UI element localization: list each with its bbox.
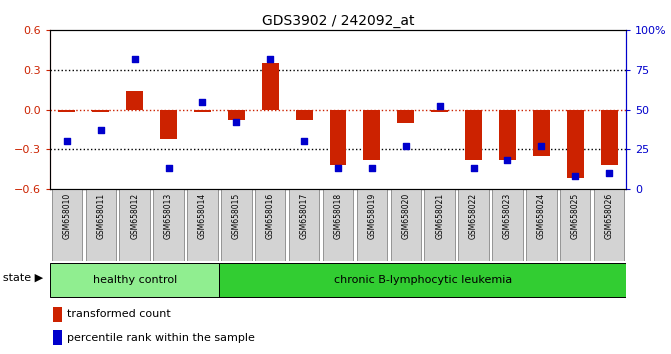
FancyBboxPatch shape [424, 189, 455, 261]
FancyBboxPatch shape [526, 189, 556, 261]
Bar [160, 109, 177, 139]
FancyBboxPatch shape [356, 189, 387, 261]
Text: transformed count: transformed count [67, 309, 171, 319]
Text: GSM658020: GSM658020 [401, 193, 410, 239]
Bar [53, 307, 62, 322]
FancyBboxPatch shape [50, 263, 219, 297]
Title: GDS3902 / 242092_at: GDS3902 / 242092_at [262, 13, 414, 28]
Text: GSM658023: GSM658023 [503, 193, 512, 239]
FancyBboxPatch shape [255, 189, 285, 261]
Bar [126, 91, 143, 109]
Text: GSM658016: GSM658016 [266, 193, 274, 239]
FancyBboxPatch shape [219, 263, 626, 297]
Bar [431, 109, 448, 112]
Bar [499, 109, 516, 160]
Text: GSM658012: GSM658012 [130, 193, 139, 239]
Point [197, 99, 208, 104]
FancyBboxPatch shape [119, 189, 150, 261]
Point [434, 103, 445, 109]
Text: chronic B-lymphocytic leukemia: chronic B-lymphocytic leukemia [333, 275, 512, 285]
Point [265, 56, 276, 62]
Bar [329, 109, 346, 165]
Point [570, 173, 580, 179]
Text: GSM658022: GSM658022 [469, 193, 478, 239]
Bar [465, 109, 482, 160]
FancyBboxPatch shape [391, 189, 421, 261]
Text: GSM658017: GSM658017 [300, 193, 309, 239]
Bar [397, 109, 414, 123]
Bar [262, 63, 278, 109]
Bar [53, 330, 62, 345]
Text: disease state ▶: disease state ▶ [0, 273, 44, 283]
Bar [567, 109, 584, 178]
Bar [533, 109, 550, 156]
Point [333, 166, 344, 171]
Bar [194, 109, 211, 112]
Point [163, 166, 174, 171]
FancyBboxPatch shape [594, 189, 624, 261]
Text: healthy control: healthy control [93, 275, 177, 285]
Bar [228, 109, 245, 120]
Text: GSM658015: GSM658015 [232, 193, 241, 239]
Bar [364, 109, 380, 160]
FancyBboxPatch shape [86, 189, 116, 261]
Text: GSM658026: GSM658026 [605, 193, 613, 239]
Point [62, 138, 72, 144]
Point [95, 127, 106, 133]
Point [401, 143, 411, 149]
Text: GSM658014: GSM658014 [198, 193, 207, 239]
Text: GSM658018: GSM658018 [333, 193, 342, 239]
Text: GSM658011: GSM658011 [97, 193, 105, 239]
FancyBboxPatch shape [52, 189, 82, 261]
FancyBboxPatch shape [154, 189, 184, 261]
Text: GSM658025: GSM658025 [570, 193, 580, 239]
Point [536, 143, 547, 149]
Point [299, 138, 309, 144]
Text: GSM658010: GSM658010 [62, 193, 71, 239]
Text: percentile rank within the sample: percentile rank within the sample [67, 333, 255, 343]
Point [468, 166, 479, 171]
FancyBboxPatch shape [323, 189, 353, 261]
FancyBboxPatch shape [458, 189, 488, 261]
FancyBboxPatch shape [289, 189, 319, 261]
Bar [58, 109, 75, 112]
Text: GSM658021: GSM658021 [435, 193, 444, 239]
Text: GSM658019: GSM658019 [368, 193, 376, 239]
Point [130, 56, 140, 62]
Text: GSM658013: GSM658013 [164, 193, 173, 239]
Bar [601, 109, 617, 165]
Point [604, 170, 615, 176]
Point [366, 166, 377, 171]
Point [502, 158, 513, 163]
Bar [93, 109, 109, 112]
FancyBboxPatch shape [221, 189, 252, 261]
FancyBboxPatch shape [560, 189, 590, 261]
Text: GSM658024: GSM658024 [537, 193, 546, 239]
Bar [296, 109, 313, 120]
FancyBboxPatch shape [492, 189, 523, 261]
FancyBboxPatch shape [187, 189, 217, 261]
Point [231, 119, 242, 125]
